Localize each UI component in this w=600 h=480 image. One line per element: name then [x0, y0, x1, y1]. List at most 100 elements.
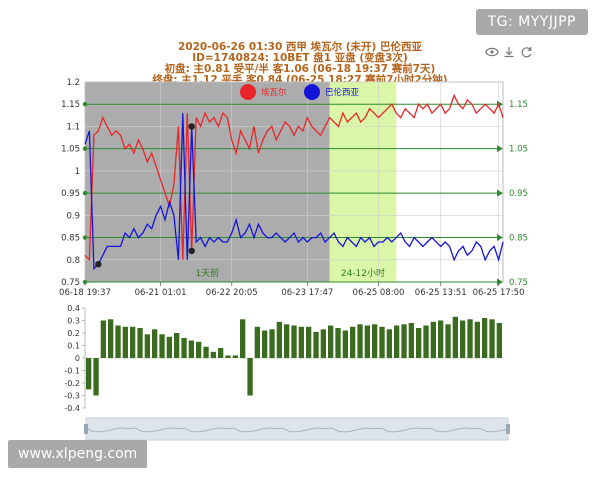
change-bar: [313, 331, 319, 359]
change-bar: [144, 334, 150, 359]
x-tick-label: 06-25 08:00: [353, 288, 405, 298]
change-bar: [445, 324, 451, 359]
zoom-slider-preview: [85, 427, 509, 433]
watermark-site: www.xlpeng.com: [8, 440, 148, 468]
y-tick-label: 0.85: [61, 234, 80, 244]
change-bar: [196, 341, 202, 359]
change-bar: [225, 355, 231, 358]
zone-band: [329, 82, 397, 282]
change-bar: [350, 326, 356, 359]
y-tick-label: 1.05: [61, 145, 80, 155]
change-bar: [262, 330, 268, 358]
zone-label: 24-12小时: [341, 267, 385, 279]
download-icon[interactable]: [503, 46, 515, 61]
change-bar: [100, 320, 106, 358]
change-bar: [152, 329, 158, 359]
bar-y-tick-label: 0: [75, 354, 80, 363]
change-bar: [137, 328, 143, 358]
change-bar: [328, 325, 334, 358]
change-bar: [93, 358, 99, 396]
change-marker: [188, 247, 195, 255]
change-bar: [159, 334, 165, 359]
series-line: [84, 113, 504, 271]
change-bar: [496, 323, 502, 358]
zoom-slider-handle-left: [84, 424, 88, 434]
reference-line-label: 0.75: [509, 278, 528, 288]
change-bar: [203, 346, 209, 359]
change-bar: [438, 320, 444, 358]
x-tick-label: 06-18 19:37: [59, 288, 111, 298]
y-tick-label: 0.95: [61, 189, 80, 199]
reference-line-dot: [82, 190, 88, 196]
refresh-icon[interactable]: [520, 46, 533, 61]
reference-line-arrow: [497, 278, 503, 286]
y-tick-label: 1.1: [66, 122, 80, 132]
change-bar: [218, 348, 224, 358]
change-bar: [335, 328, 341, 358]
change-bar: [467, 319, 473, 359]
reference-line-arrow: [497, 145, 503, 153]
change-marker: [188, 123, 195, 130]
change-bar: [232, 355, 238, 358]
bar-y-tick-label: -0.2: [64, 379, 80, 388]
watermark-telegram: TG: MYYJJPP: [475, 9, 588, 35]
reference-line-dot: [82, 235, 88, 240]
change-bar: [364, 325, 370, 358]
change-bar: [276, 321, 282, 359]
bar-y-tick-label: 0.2: [67, 329, 80, 338]
change-bar: [489, 319, 495, 359]
change-bar: [86, 358, 92, 390]
change-bar: [210, 351, 216, 359]
reference-line-label: 1.15: [509, 100, 528, 110]
change-bar: [320, 329, 326, 359]
chart-title-line1: 2020-06-26 01:30 西甲 埃瓦尔 (未开) 巴伦西亚: [178, 41, 422, 53]
y-tick-label: 1.2: [66, 78, 80, 88]
change-bar: [108, 319, 114, 359]
change-bar: [482, 318, 488, 358]
zone-band: [85, 82, 330, 282]
change-bar: [254, 326, 260, 359]
change-bar: [130, 326, 136, 359]
change-bar: [394, 325, 400, 358]
zoom-slider-handle-right: [506, 424, 510, 434]
change-bar: [372, 324, 378, 359]
y-tick-label: 1.15: [61, 100, 80, 110]
change-bar: [122, 326, 128, 359]
change-bar: [423, 325, 429, 358]
change-bar: [474, 321, 480, 359]
bar-y-tick-label: -0.4: [64, 404, 80, 413]
view-icon[interactable]: [485, 46, 499, 61]
reference-line-dot: [82, 146, 88, 151]
reference-line-dot: [82, 279, 88, 285]
bar-y-tick-label: 0.3: [67, 317, 80, 326]
bar-y-tick-label: 0.1: [67, 342, 80, 351]
change-bar: [284, 324, 290, 359]
change-bar: [291, 325, 297, 358]
y-tick-label: 0.75: [61, 278, 80, 288]
y-tick-label: 1: [75, 167, 80, 177]
change-bar: [166, 336, 172, 359]
y-tick-label: 0.8: [66, 256, 80, 266]
change-bar: [306, 326, 312, 359]
change-bar: [408, 323, 414, 358]
chart-title-line2: ID=1740824: 10BET 盘1 亚盘 (变盘3次): [192, 52, 408, 64]
zone-label: 1天前: [195, 267, 219, 279]
change-bar: [298, 326, 304, 359]
change-bar: [181, 338, 187, 358]
reference-line-label: 0.95: [509, 189, 528, 199]
zoom-slider-track: [85, 417, 509, 441]
reference-line-dot: [82, 102, 88, 107]
change-bar: [416, 328, 422, 358]
reference-line-label: 0.85: [509, 234, 528, 244]
change-bar: [452, 316, 458, 359]
legend-label: 巴伦西亚: [325, 87, 360, 98]
reference-line-label: 1.05: [509, 145, 528, 155]
y-tick-label: 0.9: [66, 211, 80, 221]
reference-line-arrow: [497, 234, 503, 242]
change-bar: [115, 325, 121, 358]
bar-y-tick-label: -0.3: [64, 392, 80, 401]
change-marker: [95, 261, 102, 268]
change-bar: [240, 319, 246, 359]
change-bar: [401, 324, 407, 359]
